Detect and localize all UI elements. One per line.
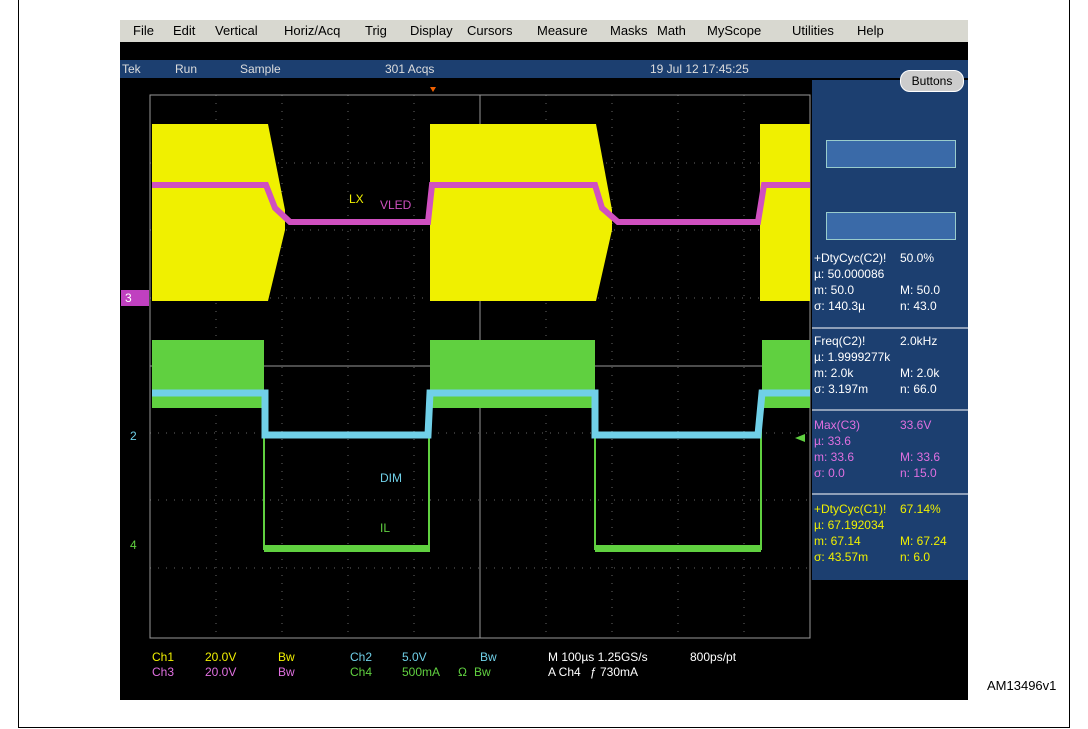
setting: ƒ 730mA — [590, 665, 639, 679]
trace-label: DIM — [380, 471, 402, 485]
setting: Ch4 — [350, 665, 373, 679]
measure-sigma: σ: 0.0 — [814, 466, 845, 480]
status-datetime: 19 Jul 12 17:45:25 — [650, 62, 749, 76]
figure-frame — [18, 0, 1070, 728]
measure-title: +DtyCyc(C2)! — [814, 251, 887, 265]
dim-trace — [152, 389, 810, 439]
side-panel — [812, 80, 968, 580]
setting: M 100µs 1.25GS/s — [548, 650, 648, 664]
menu-item[interactable]: Trig — [365, 23, 387, 38]
trace-label: LX — [349, 192, 364, 206]
measure-n: n: 43.0 — [900, 299, 937, 313]
measure-sigma: σ: 3.197m — [814, 382, 869, 396]
menu-item[interactable]: Vertical — [215, 23, 258, 38]
setting: Ch1 — [152, 650, 175, 664]
setting: Bw — [278, 665, 295, 679]
figure-id: AM13496v1 — [987, 678, 1057, 693]
panel-box — [826, 212, 956, 240]
menu-item[interactable]: Display — [410, 23, 453, 38]
trace-label: IL — [380, 521, 391, 535]
setting: 20.0V — [205, 650, 237, 664]
setting: 800ps/pt — [690, 650, 737, 664]
channel-marker: 2 — [130, 429, 137, 443]
measure-mean: µ: 67.192034 — [814, 518, 885, 532]
setting: Ch3 — [152, 665, 175, 679]
panel-box — [826, 140, 956, 168]
status-brand: Tek — [122, 62, 141, 76]
status-mode: Sample — [240, 62, 281, 76]
measure-value: 67.14% — [900, 502, 941, 516]
measure-min: m: 2.0k — [814, 366, 854, 380]
setting: Ω — [458, 665, 467, 679]
measure-max: M: 2.0k — [900, 366, 940, 380]
menu-item[interactable]: Utilities — [792, 23, 834, 38]
measure-title: +DtyCyc(C1)! — [814, 502, 887, 516]
vled-trace — [152, 182, 810, 225]
menu-item[interactable]: Measure — [537, 23, 588, 38]
measure-max: M: 50.0 — [900, 283, 941, 297]
measure-value: 33.6V — [900, 418, 932, 432]
measure-n: n: 6.0 — [900, 550, 931, 564]
menu-item[interactable]: Edit — [173, 23, 196, 38]
menu-item[interactable]: Horiz/Acq — [284, 23, 341, 38]
menu-item[interactable]: File — [133, 23, 154, 38]
measure-n: n: 66.0 — [900, 382, 937, 396]
measure-mean: µ: 33.6 — [814, 434, 851, 448]
measure-sigma: σ: 140.3µ — [814, 299, 866, 313]
menu-bar — [120, 20, 968, 42]
channel-marker: 4 — [130, 538, 137, 552]
measure-max: M: 33.6 — [900, 450, 941, 464]
status-state: Run — [175, 62, 198, 76]
il-trace — [152, 340, 810, 552]
status-acqs: 301 Acqs — [385, 62, 435, 76]
channel-marker: 3 — [125, 291, 132, 305]
trigger-pos — [430, 87, 436, 92]
setting: Bw — [474, 665, 491, 679]
measure-sigma: σ: 43.57m — [814, 550, 869, 564]
setting: Ch2 — [350, 650, 373, 664]
measure-value: 50.0% — [900, 251, 935, 265]
setting: Bw — [480, 650, 497, 664]
setting: 20.0V — [205, 665, 237, 679]
setting: 5.0V — [402, 650, 427, 664]
measure-min: m: 67.14 — [814, 534, 861, 548]
measure-mean: µ: 1.9999277k — [814, 350, 891, 364]
measure-max: M: 67.24 — [900, 534, 947, 548]
lx-trace — [152, 124, 810, 301]
ch3-marker-bg — [121, 290, 149, 306]
measure-title: Freq(C2)! — [814, 334, 866, 348]
trace-label: VLED — [380, 198, 412, 212]
menu-item[interactable]: Help — [857, 23, 884, 38]
menu-item[interactable]: Masks — [610, 23, 648, 38]
status-bar — [120, 60, 968, 78]
measure-min: m: 33.6 — [814, 450, 855, 464]
measure-title: Max(C3) — [814, 418, 861, 432]
setting: 500mA — [402, 665, 441, 679]
measure-n: n: 15.0 — [900, 466, 937, 480]
trigger-level — [795, 434, 805, 442]
panel-dividers — [812, 327, 968, 495]
menu-item[interactable]: MyScope — [707, 23, 762, 38]
setting: Bw — [278, 650, 295, 664]
menu-item[interactable]: Math — [657, 23, 686, 38]
setting: A Ch4 — [548, 665, 581, 679]
measure-min: m: 50.0 — [814, 283, 855, 297]
measure-mean: µ: 50.000086 — [814, 267, 885, 281]
buttons-button[interactable]: Buttons — [900, 70, 964, 92]
measure-value: 2.0kHz — [900, 334, 938, 348]
menu-item[interactable]: Cursors — [467, 23, 513, 38]
